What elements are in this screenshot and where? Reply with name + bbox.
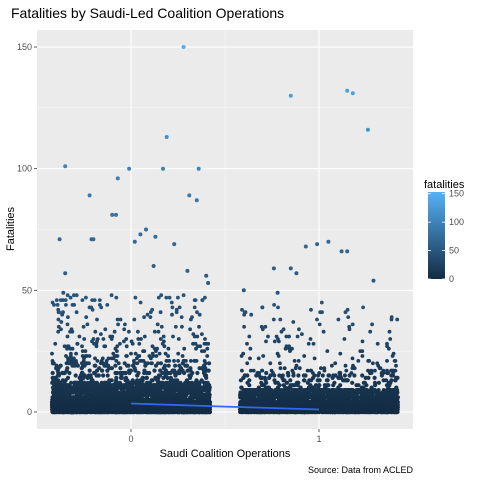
data-point <box>116 397 121 402</box>
data-point <box>50 370 55 376</box>
data-point <box>113 392 118 397</box>
data-point <box>175 370 180 376</box>
chart-title: Fatalities by Saudi-Led Coalition Operat… <box>11 5 284 21</box>
data-point <box>56 373 62 378</box>
data-point <box>154 388 159 393</box>
data-point <box>132 380 137 385</box>
data-point <box>120 388 125 393</box>
data-point <box>65 375 71 380</box>
data-point <box>166 363 171 368</box>
data-point <box>107 378 112 383</box>
data-point <box>100 368 105 373</box>
data-point <box>121 395 126 400</box>
data-point <box>92 380 97 385</box>
data-point <box>77 400 82 405</box>
data-point <box>206 368 211 373</box>
data-point <box>149 378 154 383</box>
data-point <box>103 385 108 390</box>
data-point <box>58 363 63 368</box>
data-point <box>147 370 152 376</box>
data-point <box>105 368 110 373</box>
data-point <box>168 375 173 380</box>
data-point <box>73 373 78 378</box>
data-point <box>188 388 193 393</box>
data-point <box>178 380 183 385</box>
data-point <box>115 370 120 376</box>
data-point <box>121 370 126 376</box>
data-point <box>185 368 190 373</box>
data-point <box>166 370 171 376</box>
data-point <box>139 383 144 388</box>
data-point <box>113 363 118 368</box>
data-point <box>69 395 74 400</box>
data-point <box>197 392 202 397</box>
data-point <box>186 383 191 388</box>
data-point <box>177 363 182 368</box>
data-point <box>63 390 68 395</box>
data-point <box>58 390 63 395</box>
data-point <box>95 368 100 373</box>
data-point <box>142 370 147 376</box>
data-point <box>152 368 157 373</box>
data-point <box>87 368 92 373</box>
data-point <box>94 373 99 378</box>
data-point <box>203 388 208 393</box>
data-point <box>144 375 149 380</box>
data-point <box>64 368 69 373</box>
data-point <box>123 375 129 380</box>
data-point <box>168 392 173 397</box>
data-point <box>118 366 123 371</box>
data-point <box>132 366 137 371</box>
data-point <box>199 378 204 383</box>
data-point <box>105 373 110 378</box>
data-point <box>188 375 193 380</box>
data-point <box>65 395 70 400</box>
data-point <box>156 373 161 378</box>
data-point <box>184 363 189 368</box>
data-point <box>93 363 98 368</box>
data-point <box>195 370 200 376</box>
data-point <box>105 392 110 397</box>
data-point <box>78 373 83 378</box>
data-point <box>114 375 119 380</box>
data-point <box>82 395 87 400</box>
data-point <box>200 366 205 371</box>
data-point <box>182 370 187 376</box>
data-point <box>161 366 166 371</box>
data-point <box>109 366 114 371</box>
data-point <box>201 370 207 376</box>
data-point <box>54 366 59 371</box>
data-point <box>52 383 57 388</box>
data-point <box>161 375 166 380</box>
data-point <box>99 388 104 393</box>
data-point <box>122 361 127 366</box>
data-point <box>135 373 140 378</box>
data-point <box>73 397 78 402</box>
data-point <box>128 368 133 373</box>
data-point <box>155 378 160 383</box>
data-point <box>190 370 195 376</box>
data-point <box>173 363 178 368</box>
data-point <box>101 373 106 378</box>
data-point <box>159 392 164 397</box>
